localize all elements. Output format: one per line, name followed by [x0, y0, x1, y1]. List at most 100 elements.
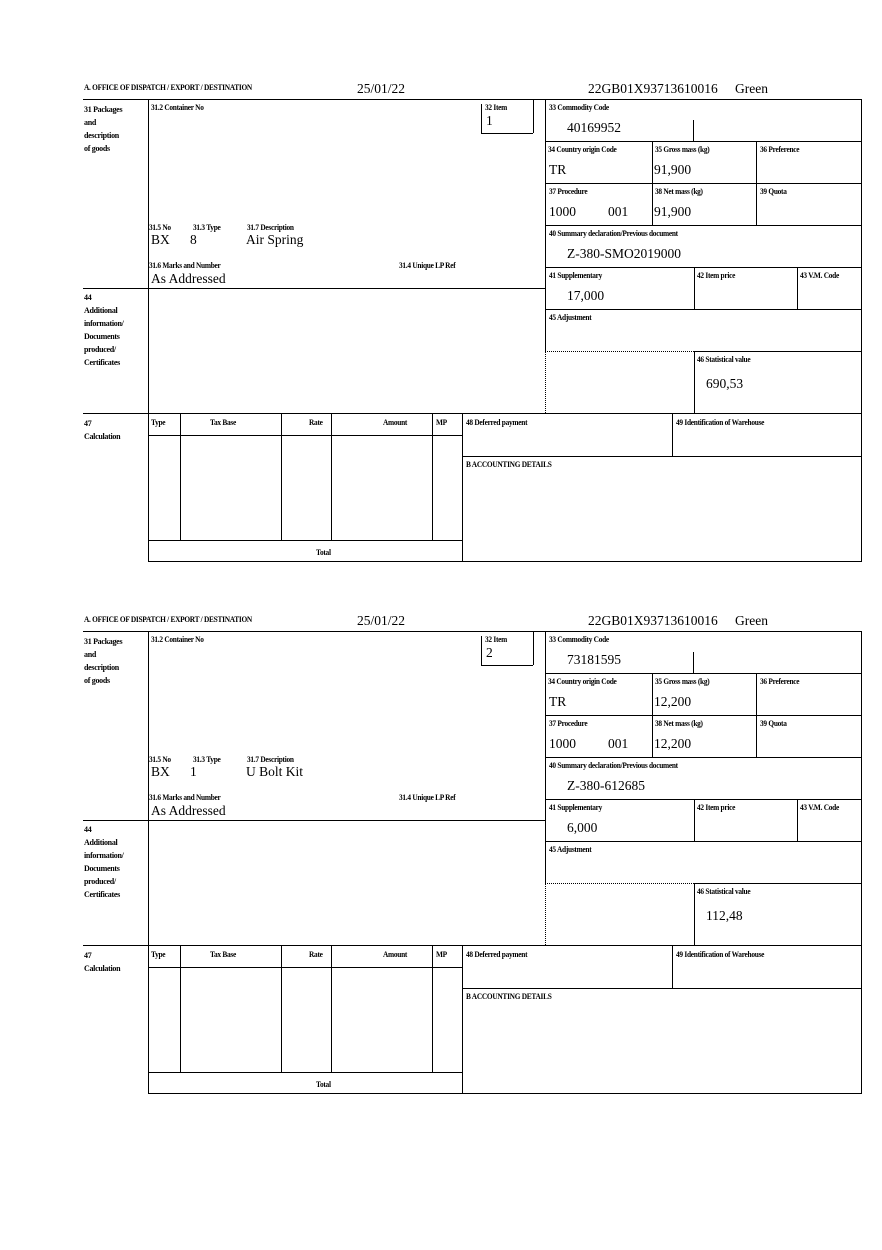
rule — [545, 351, 546, 413]
description-label: 31.7 Description — [247, 755, 294, 764]
country-origin-label: 34 Country origin Code — [548, 145, 617, 154]
vm-code-label: 43 V.M. Code — [800, 803, 839, 812]
calculation-label: 47 Calculation — [84, 417, 121, 443]
commodity-code-label: 33 Commodity Code — [549, 635, 609, 644]
label-line: 44 — [84, 825, 92, 834]
commodity-code-value: 40169952 — [567, 120, 621, 135]
rule — [545, 883, 546, 945]
declaration-item-block: A. OFFICE OF DISPATCH / EXPORT / DESTINA… — [0, 0, 882, 562]
summary-declaration-value: Z-380-612685 — [567, 778, 645, 793]
marks-label: 31.6 Marks and Number — [149, 793, 221, 802]
rule — [545, 141, 862, 142]
quota-label: 39 Quota — [760, 187, 787, 196]
item-price-label: 42 Item price — [697, 803, 736, 812]
calc-rate-header: Rate — [309, 950, 323, 959]
calculation-label: 47 Calculation — [84, 949, 121, 975]
description-value: U Bolt Kit — [246, 764, 304, 779]
pkg-no-label: 31.5 No — [149, 755, 171, 764]
rule — [694, 883, 695, 945]
rule — [652, 141, 653, 225]
label-line: of goods — [84, 144, 110, 153]
label-line: description — [84, 131, 119, 140]
additional-info-label: 44 Additional information/ Documents pro… — [84, 823, 124, 901]
rule — [694, 351, 695, 413]
quota-label: 39 Quota — [760, 719, 787, 728]
marks-value: As Addressed — [151, 803, 226, 818]
declaration-date: 25/01/22 — [357, 81, 406, 96]
procedure-additional-value: 001 — [608, 736, 629, 751]
supplementary-value: 6,000 — [567, 820, 598, 835]
rule — [861, 99, 862, 561]
label-line: Documents — [84, 332, 120, 341]
label-line: Certificates — [84, 890, 120, 899]
container-no-label: 31.2 Container No — [151, 635, 204, 644]
rule — [462, 988, 862, 989]
label-line: 31 Packages — [84, 105, 123, 114]
label-line: 31 Packages — [84, 637, 123, 646]
rule — [481, 104, 482, 133]
rule — [693, 652, 694, 673]
label-line: Additional — [84, 306, 118, 315]
marks-value: As Addressed — [151, 271, 226, 286]
pkg-type-label: 31.3 Type — [193, 223, 221, 232]
declaration-reference: 22GB01X93713610016 — [588, 613, 718, 628]
label-line: 47 — [84, 419, 92, 428]
rule — [148, 967, 462, 968]
rule — [462, 945, 463, 1093]
packages-label: 31 Packages and description of goods — [84, 103, 123, 155]
label-line: 44 — [84, 293, 92, 302]
rule — [545, 715, 862, 716]
pkg-no-value: BX — [151, 764, 170, 779]
rule — [545, 841, 862, 842]
rule — [545, 883, 694, 884]
accounting-details-label: B ACCOUNTING DETAILS — [466, 992, 552, 1001]
rule — [756, 141, 757, 225]
pkg-type-value: 1 — [190, 764, 197, 779]
rule — [331, 413, 332, 540]
rule — [861, 631, 862, 1093]
rule — [148, 1072, 462, 1073]
label-line: Certificates — [84, 358, 120, 367]
rule — [481, 636, 482, 665]
calc-amount-header: Amount — [383, 950, 408, 959]
commodity-code-value: 73181595 — [567, 652, 621, 667]
rule — [83, 631, 862, 632]
supplementary-label: 41 Supplementary — [549, 803, 603, 812]
rule — [281, 413, 282, 540]
rule — [432, 413, 433, 540]
label-line: information/ — [84, 319, 124, 328]
container-no-label: 31.2 Container No — [151, 103, 204, 112]
statistical-value: 112,48 — [706, 908, 743, 923]
procedure-value: 1000 — [549, 204, 576, 219]
rule — [148, 631, 149, 1093]
rule — [148, 540, 462, 541]
rule — [432, 945, 433, 1072]
warehouse-label: 49 Identification of Warehouse — [676, 418, 765, 427]
label-line: description — [84, 663, 119, 672]
label-line: produced/ — [84, 345, 116, 354]
marks-label: 31.6 Marks and Number — [149, 261, 221, 270]
rule — [83, 413, 862, 414]
warehouse-label: 49 Identification of Warehouse — [676, 950, 765, 959]
rule — [331, 945, 332, 1072]
net-mass-label: 38 Net mass (kg) — [655, 719, 703, 728]
gross-mass-label: 35 Gross mass (kg) — [655, 145, 710, 154]
rule — [533, 99, 534, 133]
rule — [545, 631, 546, 883]
route-status: Green — [735, 613, 768, 628]
calc-total-label: Total — [316, 548, 331, 557]
net-mass-value: 12,200 — [654, 736, 692, 751]
summary-declaration-value: Z-380-SMO2019000 — [567, 246, 681, 261]
rule — [83, 820, 545, 821]
procedure-label: 37 Procedure — [549, 187, 588, 196]
net-mass-value: 91,900 — [654, 204, 692, 219]
rule — [652, 673, 653, 757]
statistical-value-label: 46 Statistical value — [697, 887, 751, 896]
rule — [180, 945, 181, 1072]
rule — [545, 183, 862, 184]
rule — [281, 945, 282, 1072]
calc-type-header: Type — [151, 950, 166, 959]
deferred-payment-label: 48 Deferred payment — [466, 418, 528, 427]
rule — [545, 267, 862, 268]
additional-info-label: 44 Additional information/ Documents pro… — [84, 291, 124, 369]
